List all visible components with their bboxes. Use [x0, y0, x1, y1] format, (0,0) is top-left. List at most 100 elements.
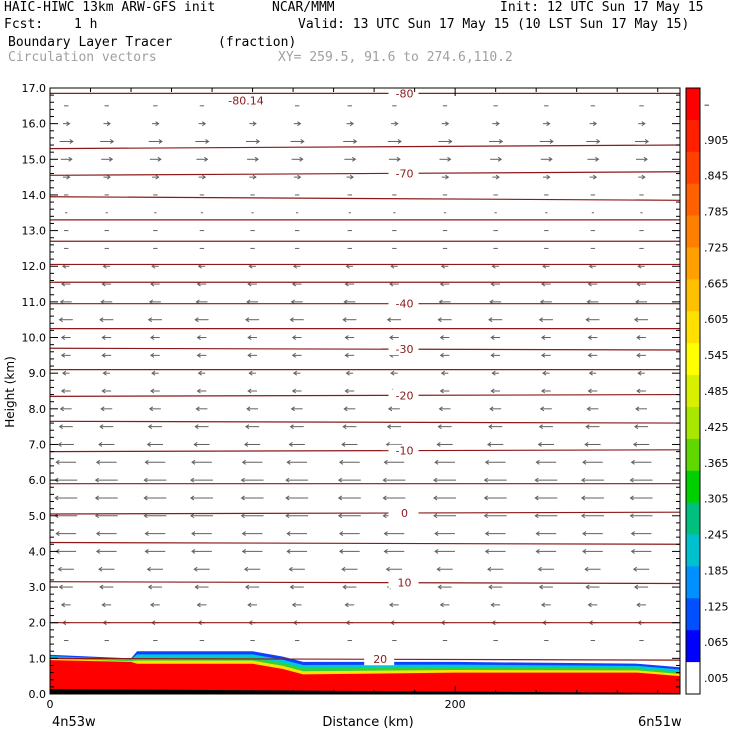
wind-vector-head — [297, 174, 302, 180]
contour-label-bg — [388, 389, 419, 402]
wind-vector-head — [339, 548, 344, 554]
wind-vector-head — [585, 584, 590, 590]
wind-vector-head — [285, 513, 290, 519]
wind-vector-head — [150, 352, 155, 358]
wind-vector-head — [252, 174, 257, 180]
wind-vector-head — [190, 495, 195, 501]
wind-vector-head — [587, 388, 592, 394]
wind-vector-head — [59, 406, 64, 412]
wind-vector-head — [580, 495, 586, 501]
wind-vector-head — [241, 459, 246, 465]
temperature-contour — [49, 449, 681, 453]
y-tick-label: 2.0 — [29, 617, 47, 630]
wind-vector-head — [147, 317, 153, 323]
colorbar-label: .125 — [704, 600, 729, 613]
wind-vector-head — [434, 531, 439, 537]
contour-label: -20 — [396, 389, 414, 402]
y-tick-label: 12.0 — [22, 260, 47, 273]
y-tick-label: 14.0 — [22, 189, 47, 202]
y-axis-label: Height (km) — [3, 356, 17, 427]
wind-vector-head — [389, 602, 394, 608]
wind-vector-head — [60, 602, 66, 608]
x-left-endpoint: 4n53w — [52, 715, 96, 730]
wind-vector-head — [636, 602, 641, 608]
contour-label-bg — [388, 444, 419, 457]
wind-vector-head — [289, 584, 294, 590]
wind-vector-head — [147, 424, 153, 430]
wind-vector-head — [487, 442, 492, 447]
wind-vector-head — [636, 335, 641, 340]
wind-vector-head — [66, 121, 71, 127]
wind-vector-head — [582, 531, 587, 537]
wind-vector-head — [95, 459, 101, 465]
wind-vector-head — [143, 495, 148, 501]
wind-vector-head — [538, 584, 543, 590]
contour-label: 20 — [373, 653, 387, 666]
wind-vector-head — [201, 121, 207, 127]
y-tick-label: 6.0 — [29, 474, 47, 487]
wind-vector-head — [252, 121, 257, 127]
wind-vector-head — [147, 584, 153, 590]
x-right-endpoint: 6n51w — [638, 715, 682, 730]
wind-vector-head — [634, 317, 639, 323]
wind-vector-head — [245, 584, 250, 590]
wind-vector-head — [644, 139, 650, 144]
wind-vector-head — [146, 566, 151, 572]
y-tick-label: 13.0 — [22, 225, 47, 238]
wind-vector-head — [490, 352, 495, 358]
wind-vector-head — [447, 156, 452, 162]
wind-vector-head — [637, 370, 642, 376]
wind-vector-head — [535, 548, 540, 554]
wind-vector-head — [582, 548, 587, 554]
wind-vector-head — [344, 388, 349, 394]
wind-vector-head — [382, 477, 387, 483]
wind-vector-head — [240, 513, 245, 519]
wind-vector-head — [290, 406, 295, 412]
wind-vector-head — [596, 139, 601, 144]
wind-vector-head — [635, 406, 640, 412]
wind-vector-head — [241, 548, 246, 554]
colorbar-label: .365 — [704, 457, 729, 470]
wind-vector-head — [197, 370, 202, 376]
colorbar-swatch — [686, 151, 700, 185]
y-tick-label: 7.0 — [29, 438, 47, 451]
y-tick-label: 8.0 — [29, 403, 47, 416]
x-tick-label: 200 — [445, 698, 466, 711]
wind-vector-head — [629, 495, 634, 501]
wind-vector-head — [484, 531, 490, 537]
colorbar-label: .065 — [704, 636, 729, 649]
wind-vector-head — [634, 584, 639, 590]
wind-vector-head — [538, 424, 543, 430]
wind-vector-head — [101, 352, 106, 358]
contour-label-bg — [388, 576, 419, 589]
contour-label: -40 — [396, 298, 414, 311]
wind-vector-head — [94, 477, 99, 483]
wind-vector-head — [143, 513, 148, 519]
wind-vector-head — [434, 459, 439, 465]
wind-vector-head — [484, 548, 490, 554]
wind-vector-head — [489, 406, 494, 412]
wind-vector-head — [190, 477, 195, 483]
wind-vector-head — [434, 548, 439, 554]
wind-vector-head — [535, 459, 540, 465]
wind-vector-head — [587, 602, 592, 608]
wind-vector-head — [341, 566, 346, 572]
colorbar-swatch — [686, 183, 700, 217]
wind-vector-head — [291, 352, 297, 358]
wind-vector-head — [585, 424, 590, 430]
colorbar-swatch — [686, 630, 700, 663]
wind-vector-head — [196, 335, 201, 340]
wind-vector-head — [204, 156, 209, 162]
wind-vector-head — [54, 495, 59, 501]
wind-vector-head — [289, 424, 294, 430]
wind-vector-head — [191, 548, 196, 554]
colorbar-swatch — [686, 598, 700, 631]
y-tick-label: 3.0 — [29, 581, 47, 594]
wind-vector-head — [490, 602, 495, 608]
y-tick-label: 17.0 — [22, 82, 47, 95]
wind-vector-head — [488, 424, 493, 430]
wind-vector-head — [643, 156, 648, 162]
field2-name: Circulation vectors — [8, 50, 157, 65]
wind-vector-head — [437, 424, 442, 430]
